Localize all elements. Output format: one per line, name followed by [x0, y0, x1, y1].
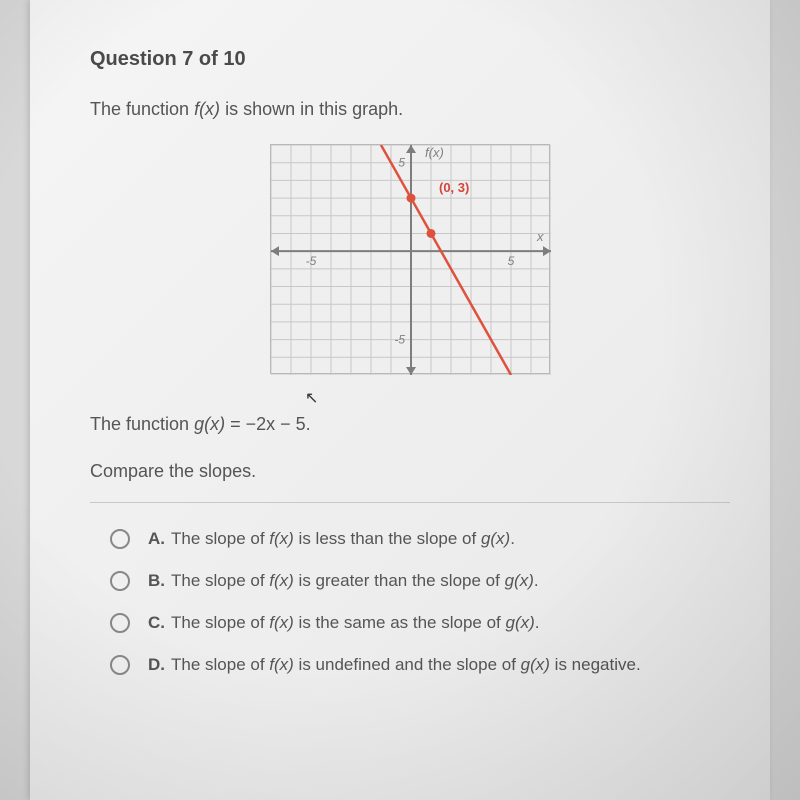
stem-prefix: The function — [90, 99, 194, 119]
svg-text:5: 5 — [508, 254, 515, 268]
svg-text:f(x): f(x) — [425, 145, 444, 160]
option-text: B.The slope of f(x) is greater than the … — [148, 571, 539, 591]
stem-fx: f(x) — [194, 99, 220, 119]
function-graph: -5 5 -5 5 f(x) (0, 3) x — [270, 144, 550, 374]
svg-text:-5: -5 — [394, 333, 405, 347]
option-text: A.The slope of f(x) is less than the slo… — [148, 529, 515, 549]
g-fx: g(x) — [194, 414, 225, 434]
question-number: Question 7 of 10 — [90, 48, 730, 71]
option-text: C.The slope of f(x) is the same as the s… — [148, 613, 540, 633]
graph-svg: -5 5 -5 5 f(x) (0, 3) x — [271, 145, 551, 375]
g-eq: = −2x − 5. — [225, 414, 311, 434]
separator — [90, 502, 730, 503]
compare-prompt: Compare the slopes. — [90, 461, 730, 482]
cursor-icon: ↖ — [305, 388, 800, 408]
page-surface: Question 7 of 10 The function f(x) is sh… — [30, 0, 770, 800]
svg-text:x: x — [536, 229, 544, 244]
radio-icon[interactable] — [110, 613, 130, 633]
stem-suffix: is shown in this graph. — [220, 99, 403, 119]
svg-text:5: 5 — [398, 156, 405, 170]
radio-icon[interactable] — [110, 655, 130, 675]
g-prefix: The function — [90, 414, 194, 434]
option-A[interactable]: A.The slope of f(x) is less than the slo… — [110, 529, 730, 549]
question-stem: The function f(x) is shown in this graph… — [90, 99, 730, 120]
radio-icon[interactable] — [110, 571, 130, 591]
graph-container: -5 5 -5 5 f(x) (0, 3) x — [90, 144, 730, 374]
options-list: A.The slope of f(x) is less than the slo… — [90, 529, 730, 675]
svg-text:(0, 3): (0, 3) — [439, 180, 469, 195]
option-B[interactable]: B.The slope of f(x) is greater than the … — [110, 571, 730, 591]
g-definition: The function g(x) = −2x − 5. — [90, 414, 730, 435]
option-C[interactable]: C.The slope of f(x) is the same as the s… — [110, 613, 730, 633]
radio-icon[interactable] — [110, 529, 130, 549]
svg-text:-5: -5 — [306, 254, 317, 268]
option-D[interactable]: D.The slope of f(x) is undefined and the… — [110, 655, 730, 675]
option-text: D.The slope of f(x) is undefined and the… — [148, 655, 641, 675]
